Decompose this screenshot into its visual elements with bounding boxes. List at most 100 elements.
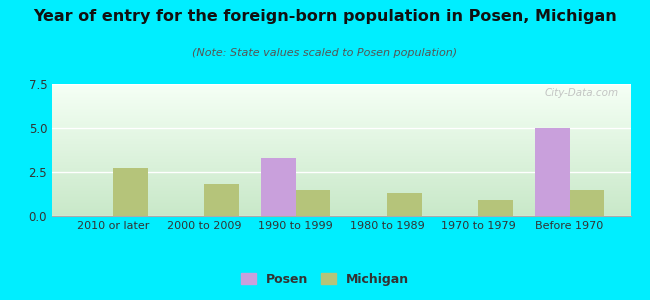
Bar — [52, 202, 630, 203]
Bar — [52, 108, 630, 109]
Bar — [52, 162, 630, 163]
Bar — [52, 178, 630, 179]
Bar — [52, 167, 630, 168]
Bar — [535, 128, 569, 216]
Bar — [204, 184, 239, 216]
Bar — [52, 119, 630, 120]
Bar — [52, 131, 630, 132]
Bar — [52, 106, 630, 107]
Bar — [52, 157, 630, 158]
Bar — [52, 113, 630, 114]
Bar — [52, 180, 630, 181]
Bar — [52, 187, 630, 188]
Bar — [52, 210, 630, 211]
Bar — [52, 169, 630, 170]
Bar — [52, 101, 630, 102]
Bar — [52, 102, 630, 103]
Bar — [52, 116, 630, 117]
Bar — [52, 177, 630, 178]
Bar — [52, 206, 630, 207]
Bar — [52, 127, 630, 128]
Bar — [52, 198, 630, 199]
Bar — [52, 97, 630, 98]
Bar — [52, 188, 630, 189]
Bar — [52, 196, 630, 197]
Text: Year of entry for the foreign-born population in Posen, Michigan: Year of entry for the foreign-born popul… — [33, 9, 617, 24]
Bar — [52, 114, 630, 115]
Bar — [52, 138, 630, 139]
Bar — [52, 142, 630, 143]
Bar — [52, 159, 630, 160]
Bar — [52, 86, 630, 87]
Text: City-Data.com: City-Data.com — [545, 88, 619, 98]
Bar — [52, 176, 630, 177]
Bar — [52, 205, 630, 206]
Bar — [52, 204, 630, 205]
Bar — [52, 156, 630, 157]
Bar — [52, 104, 630, 105]
Bar — [52, 109, 630, 110]
Bar — [52, 146, 630, 147]
Bar — [261, 158, 296, 216]
Bar — [296, 190, 330, 216]
Bar — [52, 154, 630, 155]
Bar — [52, 163, 630, 164]
Bar — [52, 160, 630, 161]
Bar — [52, 87, 630, 88]
Bar — [52, 183, 630, 184]
Bar — [52, 105, 630, 106]
Bar — [52, 145, 630, 146]
Bar — [52, 171, 630, 172]
Bar — [52, 174, 630, 175]
Bar — [387, 193, 422, 216]
Bar — [52, 154, 630, 155]
Bar — [52, 189, 630, 190]
Bar — [52, 164, 630, 165]
Bar — [478, 200, 513, 216]
Bar — [52, 184, 630, 185]
Bar — [52, 181, 630, 182]
Bar — [52, 201, 630, 202]
Bar — [52, 173, 630, 174]
Bar — [52, 144, 630, 145]
Bar — [52, 193, 630, 194]
Bar — [52, 158, 630, 159]
Bar — [52, 170, 630, 171]
Bar — [52, 161, 630, 162]
Bar — [52, 137, 630, 138]
Bar — [52, 89, 630, 90]
Bar — [52, 179, 630, 180]
Bar — [52, 199, 630, 200]
Bar — [52, 117, 630, 118]
Bar — [52, 103, 630, 104]
Bar — [113, 169, 148, 216]
Bar — [52, 130, 630, 131]
Bar — [52, 93, 630, 94]
Bar — [52, 123, 630, 124]
Bar — [52, 122, 630, 123]
Bar — [52, 200, 630, 201]
Legend: Posen, Michigan: Posen, Michigan — [236, 268, 414, 291]
Bar — [52, 153, 630, 154]
Bar — [52, 110, 630, 111]
Bar — [52, 91, 630, 92]
Bar — [52, 118, 630, 119]
Bar — [52, 90, 630, 91]
Bar — [52, 143, 630, 144]
Bar — [52, 147, 630, 148]
Bar — [52, 136, 630, 137]
Bar — [52, 92, 630, 93]
Bar — [52, 209, 630, 210]
Text: (Note: State values scaled to Posen population): (Note: State values scaled to Posen popu… — [192, 48, 458, 58]
Bar — [52, 133, 630, 134]
Bar — [52, 112, 630, 113]
Bar — [52, 155, 630, 156]
Bar — [52, 213, 630, 214]
Bar — [52, 120, 630, 121]
Bar — [52, 207, 630, 208]
Bar — [52, 111, 630, 112]
Bar — [52, 172, 630, 173]
Bar — [52, 191, 630, 192]
Bar — [52, 85, 630, 86]
Bar — [52, 84, 630, 85]
